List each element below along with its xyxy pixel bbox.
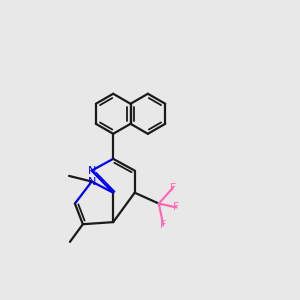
Text: F: F [173, 202, 180, 212]
Text: N: N [88, 166, 96, 176]
Text: F: F [160, 220, 167, 230]
Text: F: F [170, 183, 176, 193]
Text: N: N [88, 176, 96, 187]
